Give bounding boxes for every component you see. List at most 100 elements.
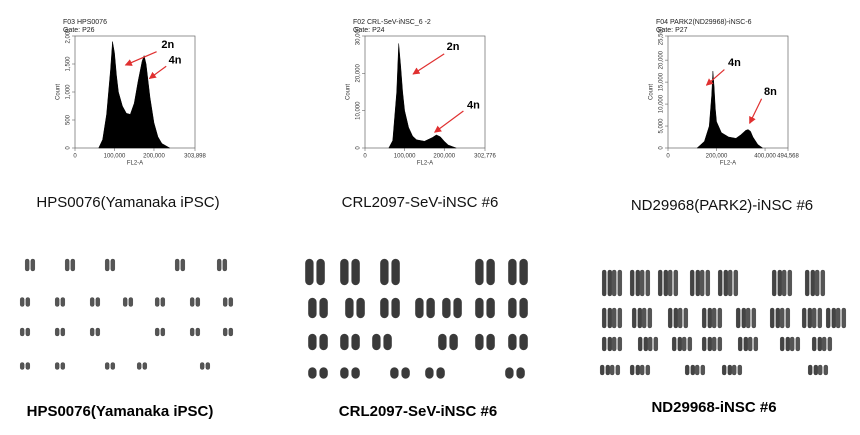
chromosome (635, 269, 640, 297)
x-tick-label: 303,898 (184, 154, 206, 160)
chart-title: F03 HPS0076 (63, 19, 107, 26)
chromosome (770, 307, 775, 329)
chromosome (705, 269, 710, 297)
chromosome (736, 307, 741, 329)
chromosome (60, 297, 65, 307)
x-tick-label: 100,000 (104, 154, 126, 160)
chromosome (612, 307, 617, 329)
chromosome (685, 364, 690, 376)
chromosome (717, 336, 722, 352)
chromosome (642, 307, 647, 329)
chromosome (780, 336, 785, 352)
karyotype-caption: CRL2097-SeV-iNSC #6 (339, 403, 497, 420)
y-tick-label: 20,000 (659, 50, 665, 69)
chromosome (612, 336, 617, 352)
annotation: 2n (447, 41, 460, 53)
chromosome (60, 327, 65, 337)
chromosome (308, 297, 317, 319)
chromosome (777, 269, 782, 297)
chromosome (785, 336, 790, 352)
chromosome (817, 307, 822, 329)
chromosome (808, 364, 813, 376)
chromosome (508, 297, 517, 319)
chromosome (812, 307, 817, 329)
chromosome (340, 367, 349, 379)
chart-title: F02 CRL-SeV-iNSC_6 -2 (353, 19, 431, 26)
chromosome (516, 367, 525, 379)
chromosome (700, 364, 705, 376)
histogram-area (696, 71, 764, 149)
chromosome (475, 333, 484, 351)
chromosome (160, 327, 165, 337)
chromosome (640, 269, 645, 297)
chromosome (826, 307, 831, 329)
chromosome (319, 333, 328, 351)
chromosome (180, 258, 185, 272)
chromosome (319, 367, 328, 379)
chromosome (453, 297, 462, 319)
chromosome (690, 269, 695, 297)
chromosome (155, 297, 160, 307)
chromosome (812, 336, 817, 352)
y-tick-label: 0 (356, 146, 362, 150)
chromosome (815, 269, 820, 297)
chromosome (658, 269, 663, 297)
x-tick-label: 200,000 (143, 154, 165, 160)
chromosome (695, 269, 700, 297)
chromosome (308, 367, 317, 379)
y-tick-label: 10,000 (356, 101, 362, 120)
chromosome (813, 364, 818, 376)
x-axis-label: FL2-A (127, 161, 143, 167)
chromosome (785, 307, 790, 329)
annotation: 4n (728, 57, 741, 69)
chromosome (55, 297, 60, 307)
chromosome (200, 362, 205, 370)
chromosome (372, 333, 381, 351)
chromosome (142, 362, 147, 370)
y-tick-label: 25,500 (659, 26, 665, 45)
chromosome (836, 307, 841, 329)
chromosome (345, 297, 354, 319)
karyotype-caption: HPS0076(Yamanaka iPSC) (27, 403, 214, 420)
chromosome (95, 297, 100, 307)
chromosome (508, 333, 517, 351)
chart-subtitle: Gate: P24 (353, 27, 385, 34)
chromosome (682, 336, 687, 352)
chromosome (340, 258, 349, 286)
flow-caption: CRL2097-SeV-iNSC #6 (342, 194, 499, 211)
y-tick-label: 10,000 (659, 94, 665, 113)
chromosome (319, 297, 328, 319)
chromosome (340, 333, 349, 351)
y-tick-label: 5,000 (659, 118, 665, 134)
chromosome (707, 336, 712, 352)
chromosome (20, 327, 25, 337)
chromosome (640, 364, 645, 376)
chromosome (743, 336, 748, 352)
chromosome (647, 307, 652, 329)
y-tick-label: 0 (659, 146, 665, 150)
x-tick-label: 200,000 (433, 154, 455, 160)
chromosome (351, 258, 360, 286)
chromosome (195, 327, 200, 337)
chromosome (25, 258, 30, 272)
x-axis-label: FL2-A (720, 161, 736, 167)
chromosome (128, 297, 133, 307)
annotation: 8n (764, 86, 777, 98)
chromosome (612, 269, 617, 297)
chromosome (505, 367, 514, 379)
chromosome (690, 364, 695, 376)
chromosome (810, 269, 815, 297)
chromosome (827, 336, 832, 352)
y-tick-label: 30,000 (356, 26, 362, 45)
chromosome (95, 327, 100, 337)
chromosome (305, 258, 314, 286)
chromosome (841, 307, 846, 329)
chromosome (110, 258, 115, 272)
chromosome (673, 307, 678, 329)
chart-subtitle: Gate: P27 (656, 27, 688, 34)
chromosome (637, 307, 642, 329)
chromosome (519, 297, 528, 319)
chromosome (110, 362, 115, 370)
chromosome (105, 258, 110, 272)
chromosome (449, 333, 458, 351)
